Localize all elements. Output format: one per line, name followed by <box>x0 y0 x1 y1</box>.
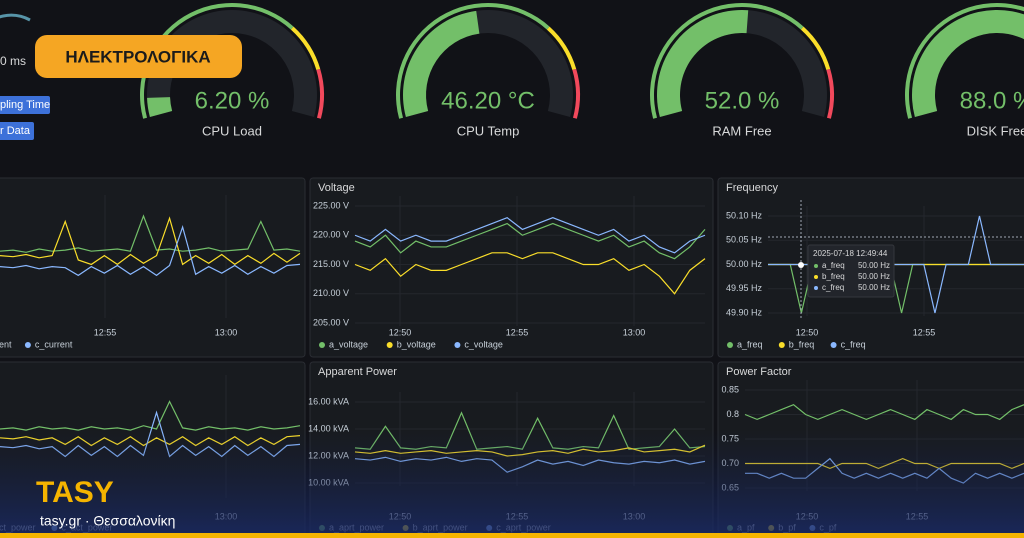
overlay: TASY tasy.gr · Θεσσαλονίκη ΗΛΕΚΤΡΟΛΟΓΙΚΑ <box>0 35 1024 538</box>
y-tick-label: 225.00 V <box>313 200 349 210</box>
legend-swatch <box>830 342 837 348</box>
overlay-fade <box>0 430 1024 538</box>
series-line <box>0 216 301 266</box>
legend-swatch <box>454 342 461 348</box>
series-line <box>354 252 706 295</box>
gauge-value: 46.20 °C <box>441 87 535 114</box>
x-tick-label: 12:55 <box>913 327 936 337</box>
legend-label: c_current <box>35 339 73 349</box>
badge-text: ΗΛΕΚΤΡΟΛΟΓΙΚΑ <box>65 47 210 66</box>
series-line <box>354 217 706 254</box>
brand-subtitle: tasy.gr · Θεσσαλονίκη <box>40 513 175 529</box>
x-tick-label: 12:55 <box>506 327 529 337</box>
series-line <box>0 224 301 277</box>
y-tick-label: 50.10 Hz <box>726 210 763 220</box>
accent-line <box>0 533 1024 538</box>
brand: TASY <box>36 476 114 509</box>
sidebar-button[interactable] <box>0 122 34 140</box>
gauge-threshold <box>800 26 831 71</box>
panel-title: Power Factor <box>726 366 792 378</box>
y-tick-label: 50.05 Hz <box>726 235 763 245</box>
series-line <box>744 404 1024 421</box>
tooltip-value: 50.00 Hz <box>858 261 890 270</box>
tooltip-name: c_freq <box>822 283 844 292</box>
legend-swatch <box>319 342 325 348</box>
tooltip-time: 2025-07-18 12:49:44 <box>813 249 888 258</box>
sidebar-button-label[interactable]: r Data <box>0 125 31 137</box>
gauge-value: 52.0 % <box>705 87 780 114</box>
panel-title: Frequency <box>726 182 778 194</box>
panel-title: Voltage <box>318 182 355 194</box>
panel <box>0 177 306 358</box>
legend-label: c_freq <box>841 339 866 349</box>
tooltip <box>807 244 895 298</box>
y-tick-label: 205.00 V <box>313 317 349 327</box>
badge <box>35 35 242 78</box>
y-tick-label: 50.00 Hz <box>726 259 763 269</box>
legend-swatch <box>386 342 393 348</box>
legend-label: a_freq <box>737 339 763 349</box>
legend-label: a_voltage <box>329 339 368 349</box>
legend-label: b_freq <box>789 339 815 349</box>
panel <box>309 177 714 358</box>
x-tick-label: 12:50 <box>389 327 412 337</box>
series-line <box>354 222 706 260</box>
gauge-threshold <box>572 68 580 119</box>
x-tick-label: 12:55 <box>94 327 117 337</box>
x-tick-label: 12:50 <box>796 327 819 337</box>
sidebar-button[interactable] <box>0 96 50 114</box>
gauge-value: 88.0 % <box>960 87 1024 114</box>
gauge-label: CPU Temp <box>457 123 520 138</box>
gauge-value-arc <box>657 10 749 117</box>
legend-label: ent <box>0 339 12 349</box>
gauge-threshold <box>546 26 577 71</box>
legend-swatch <box>727 342 733 348</box>
gauge-value-arc <box>912 10 1024 117</box>
gauge-threshold <box>826 68 834 119</box>
y-tick-label: 210.00 V <box>313 288 349 298</box>
gauge-label: DISK Free <box>967 123 1024 138</box>
gauge-threshold <box>905 3 1024 119</box>
tooltip-swatch <box>814 286 818 290</box>
sidebar-button-label[interactable]: pling Time <box>0 99 50 111</box>
x-tick-label: 13:00 <box>623 327 646 337</box>
hover-point <box>798 262 804 268</box>
y-tick-label: 0.85 <box>721 384 739 394</box>
gauge-label: CPU Load <box>202 123 262 138</box>
tooltip-swatch <box>814 275 818 279</box>
y-tick-label: 215.00 V <box>313 259 349 269</box>
legend-label: c_voltage <box>464 339 503 349</box>
gauge-value-arc <box>147 97 173 117</box>
series-line <box>0 400 301 431</box>
panel-title: Apparent Power <box>318 366 397 378</box>
x-tick-label: 13:00 <box>215 327 238 337</box>
legend-swatch <box>24 342 31 348</box>
gauge-value: 6.20 % <box>195 87 270 114</box>
y-tick-label: 49.90 Hz <box>726 307 763 317</box>
sidebar-gauge-arc <box>0 13 31 22</box>
legend-swatch <box>778 342 785 348</box>
tooltip-name: b_freq <box>822 272 845 281</box>
legend-label: b_voltage <box>397 339 436 349</box>
y-tick-label: 0.8 <box>726 409 739 419</box>
series-line <box>0 214 301 253</box>
tooltip-name: a_freq <box>822 261 845 270</box>
tooltip-value: 50.00 Hz <box>858 272 890 281</box>
gauge-label: RAM Free <box>712 123 771 138</box>
y-tick-label: 49.95 Hz <box>726 283 763 293</box>
gauge-threshold <box>290 26 321 71</box>
y-tick-label: 220.00 V <box>313 230 349 240</box>
y-tick-label: 14.00 kVA <box>308 423 349 433</box>
sidebar-value: 0 ms <box>0 54 26 68</box>
tooltip-value: 50.00 Hz <box>858 283 890 292</box>
tooltip-swatch <box>814 264 818 268</box>
y-tick-label: 16.00 kVA <box>308 396 349 406</box>
gauge-threshold <box>316 68 324 119</box>
gauge-value-arc <box>403 10 480 117</box>
